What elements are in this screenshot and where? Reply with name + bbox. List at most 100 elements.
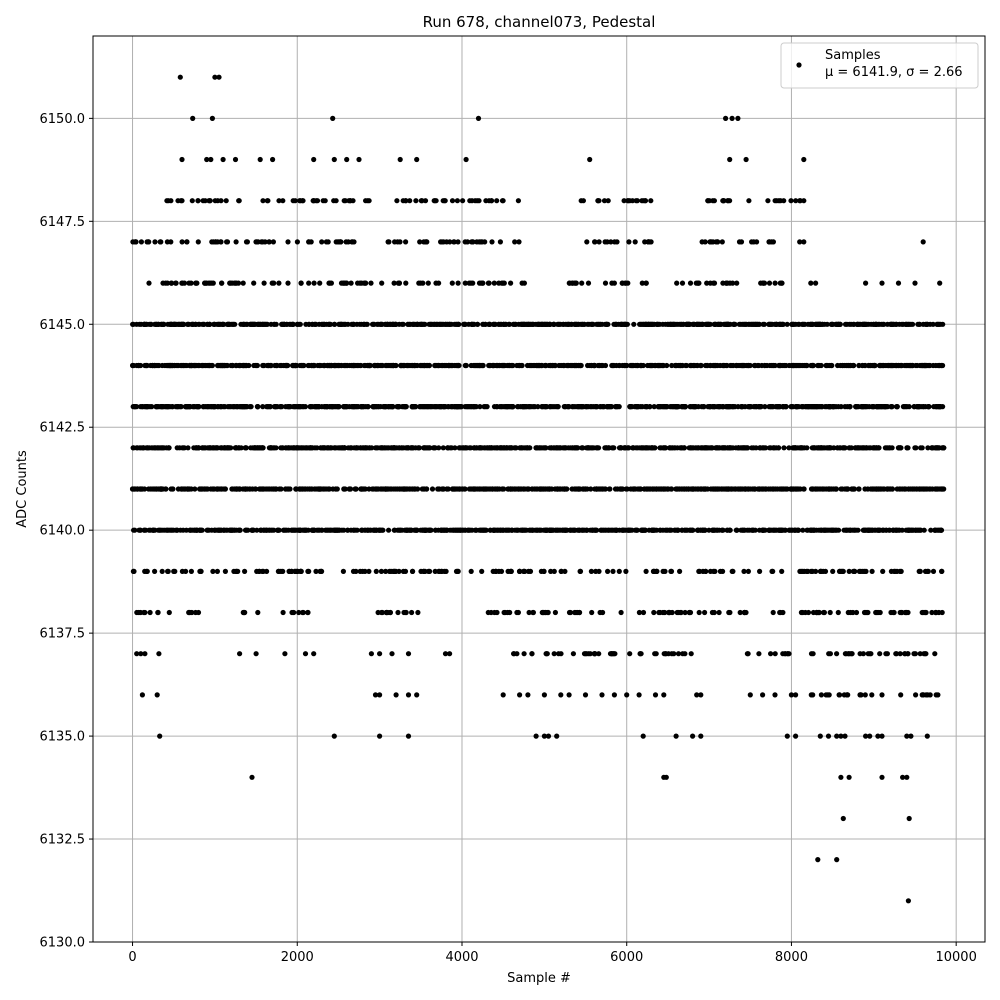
sample-point [152, 568, 158, 575]
sample-point [130, 568, 136, 575]
sample-point [872, 486, 878, 492]
sample-point [558, 568, 564, 575]
sample-point [651, 527, 657, 533]
sample-point [257, 527, 264, 533]
sample-point [269, 280, 275, 286]
sample-point [756, 404, 762, 410]
sample-point [846, 321, 853, 327]
sample-point [394, 198, 400, 204]
sample-point [781, 445, 787, 451]
sample-point [415, 486, 421, 492]
sample-point [159, 568, 165, 575]
sample-point [224, 239, 231, 245]
sample-point [539, 609, 545, 616]
sample-point [322, 527, 329, 533]
sample-point [724, 527, 730, 533]
sample-point [607, 486, 613, 492]
sample-point [933, 486, 939, 492]
sample-point [545, 609, 551, 616]
sample-point [640, 445, 647, 451]
sample-point [660, 527, 666, 533]
sample-point [793, 445, 799, 451]
sample-point [445, 362, 452, 369]
sample-point [903, 362, 909, 369]
sample-point [461, 321, 467, 327]
sample-point [238, 445, 244, 451]
sample-point [290, 321, 296, 327]
sample-point [638, 321, 645, 327]
sample-point [686, 321, 692, 327]
sample-point [710, 486, 717, 492]
sample-point [918, 445, 924, 451]
sample-point [350, 568, 357, 575]
sample-point [536, 321, 542, 327]
sample-point [634, 527, 640, 533]
sample-point [880, 362, 886, 369]
sample-point [327, 321, 334, 327]
sample-point [795, 486, 801, 492]
sample-point [809, 362, 815, 369]
sample-point [751, 445, 757, 451]
sample-point [230, 486, 236, 492]
sample-point [351, 445, 357, 451]
sample-point [351, 527, 357, 533]
sample-point [480, 280, 486, 286]
sample-point [346, 198, 352, 204]
sample-point [213, 239, 219, 245]
sample-point [715, 445, 721, 451]
sample-point [408, 445, 414, 451]
sample-point [693, 280, 699, 286]
sample-point [716, 527, 722, 533]
sample-point [804, 527, 810, 533]
sample-point [341, 486, 347, 492]
sample-point [783, 404, 789, 410]
sample-point [363, 321, 369, 327]
sample-point [566, 609, 573, 616]
sample-point [343, 239, 349, 245]
sample-point [777, 198, 784, 204]
sample-point [719, 239, 725, 245]
sample-point [436, 568, 442, 575]
sample-point [817, 321, 824, 327]
sample-point [595, 362, 601, 369]
sample-point [199, 445, 205, 451]
sample-point [684, 527, 690, 533]
sample-point [289, 609, 295, 616]
sample-point [385, 239, 391, 245]
sample-point [451, 239, 457, 245]
sample-point [651, 321, 658, 327]
sample-point [633, 445, 639, 451]
sample-point [195, 239, 201, 245]
sample-point [496, 527, 502, 533]
sample-point [781, 486, 787, 492]
sample-point [854, 404, 860, 410]
sample-point [378, 568, 384, 575]
sample-point [939, 609, 945, 616]
sample-point [689, 486, 695, 492]
sample-point [505, 568, 511, 575]
sample-point [736, 445, 742, 451]
sample-point [657, 609, 663, 616]
sample-point [204, 527, 210, 533]
sample-point [382, 404, 389, 410]
sample-point [556, 362, 562, 369]
sample-point [657, 321, 663, 327]
sample-point [819, 445, 825, 451]
sample-point [705, 321, 711, 327]
sample-point [779, 280, 785, 286]
sample-point [274, 527, 281, 533]
sample-point [196, 404, 202, 410]
sample-point [462, 527, 468, 533]
sample-point [305, 609, 311, 616]
sample-point [880, 527, 886, 533]
sample-point [917, 486, 923, 492]
sample-point [632, 239, 638, 245]
sample-point [677, 362, 684, 369]
sample-point [463, 362, 469, 369]
sample-point [619, 280, 626, 286]
sample-point [766, 486, 772, 492]
sample-point [830, 527, 836, 533]
sample-point [144, 568, 150, 575]
sample-point [631, 321, 637, 327]
sample-point [714, 239, 721, 245]
